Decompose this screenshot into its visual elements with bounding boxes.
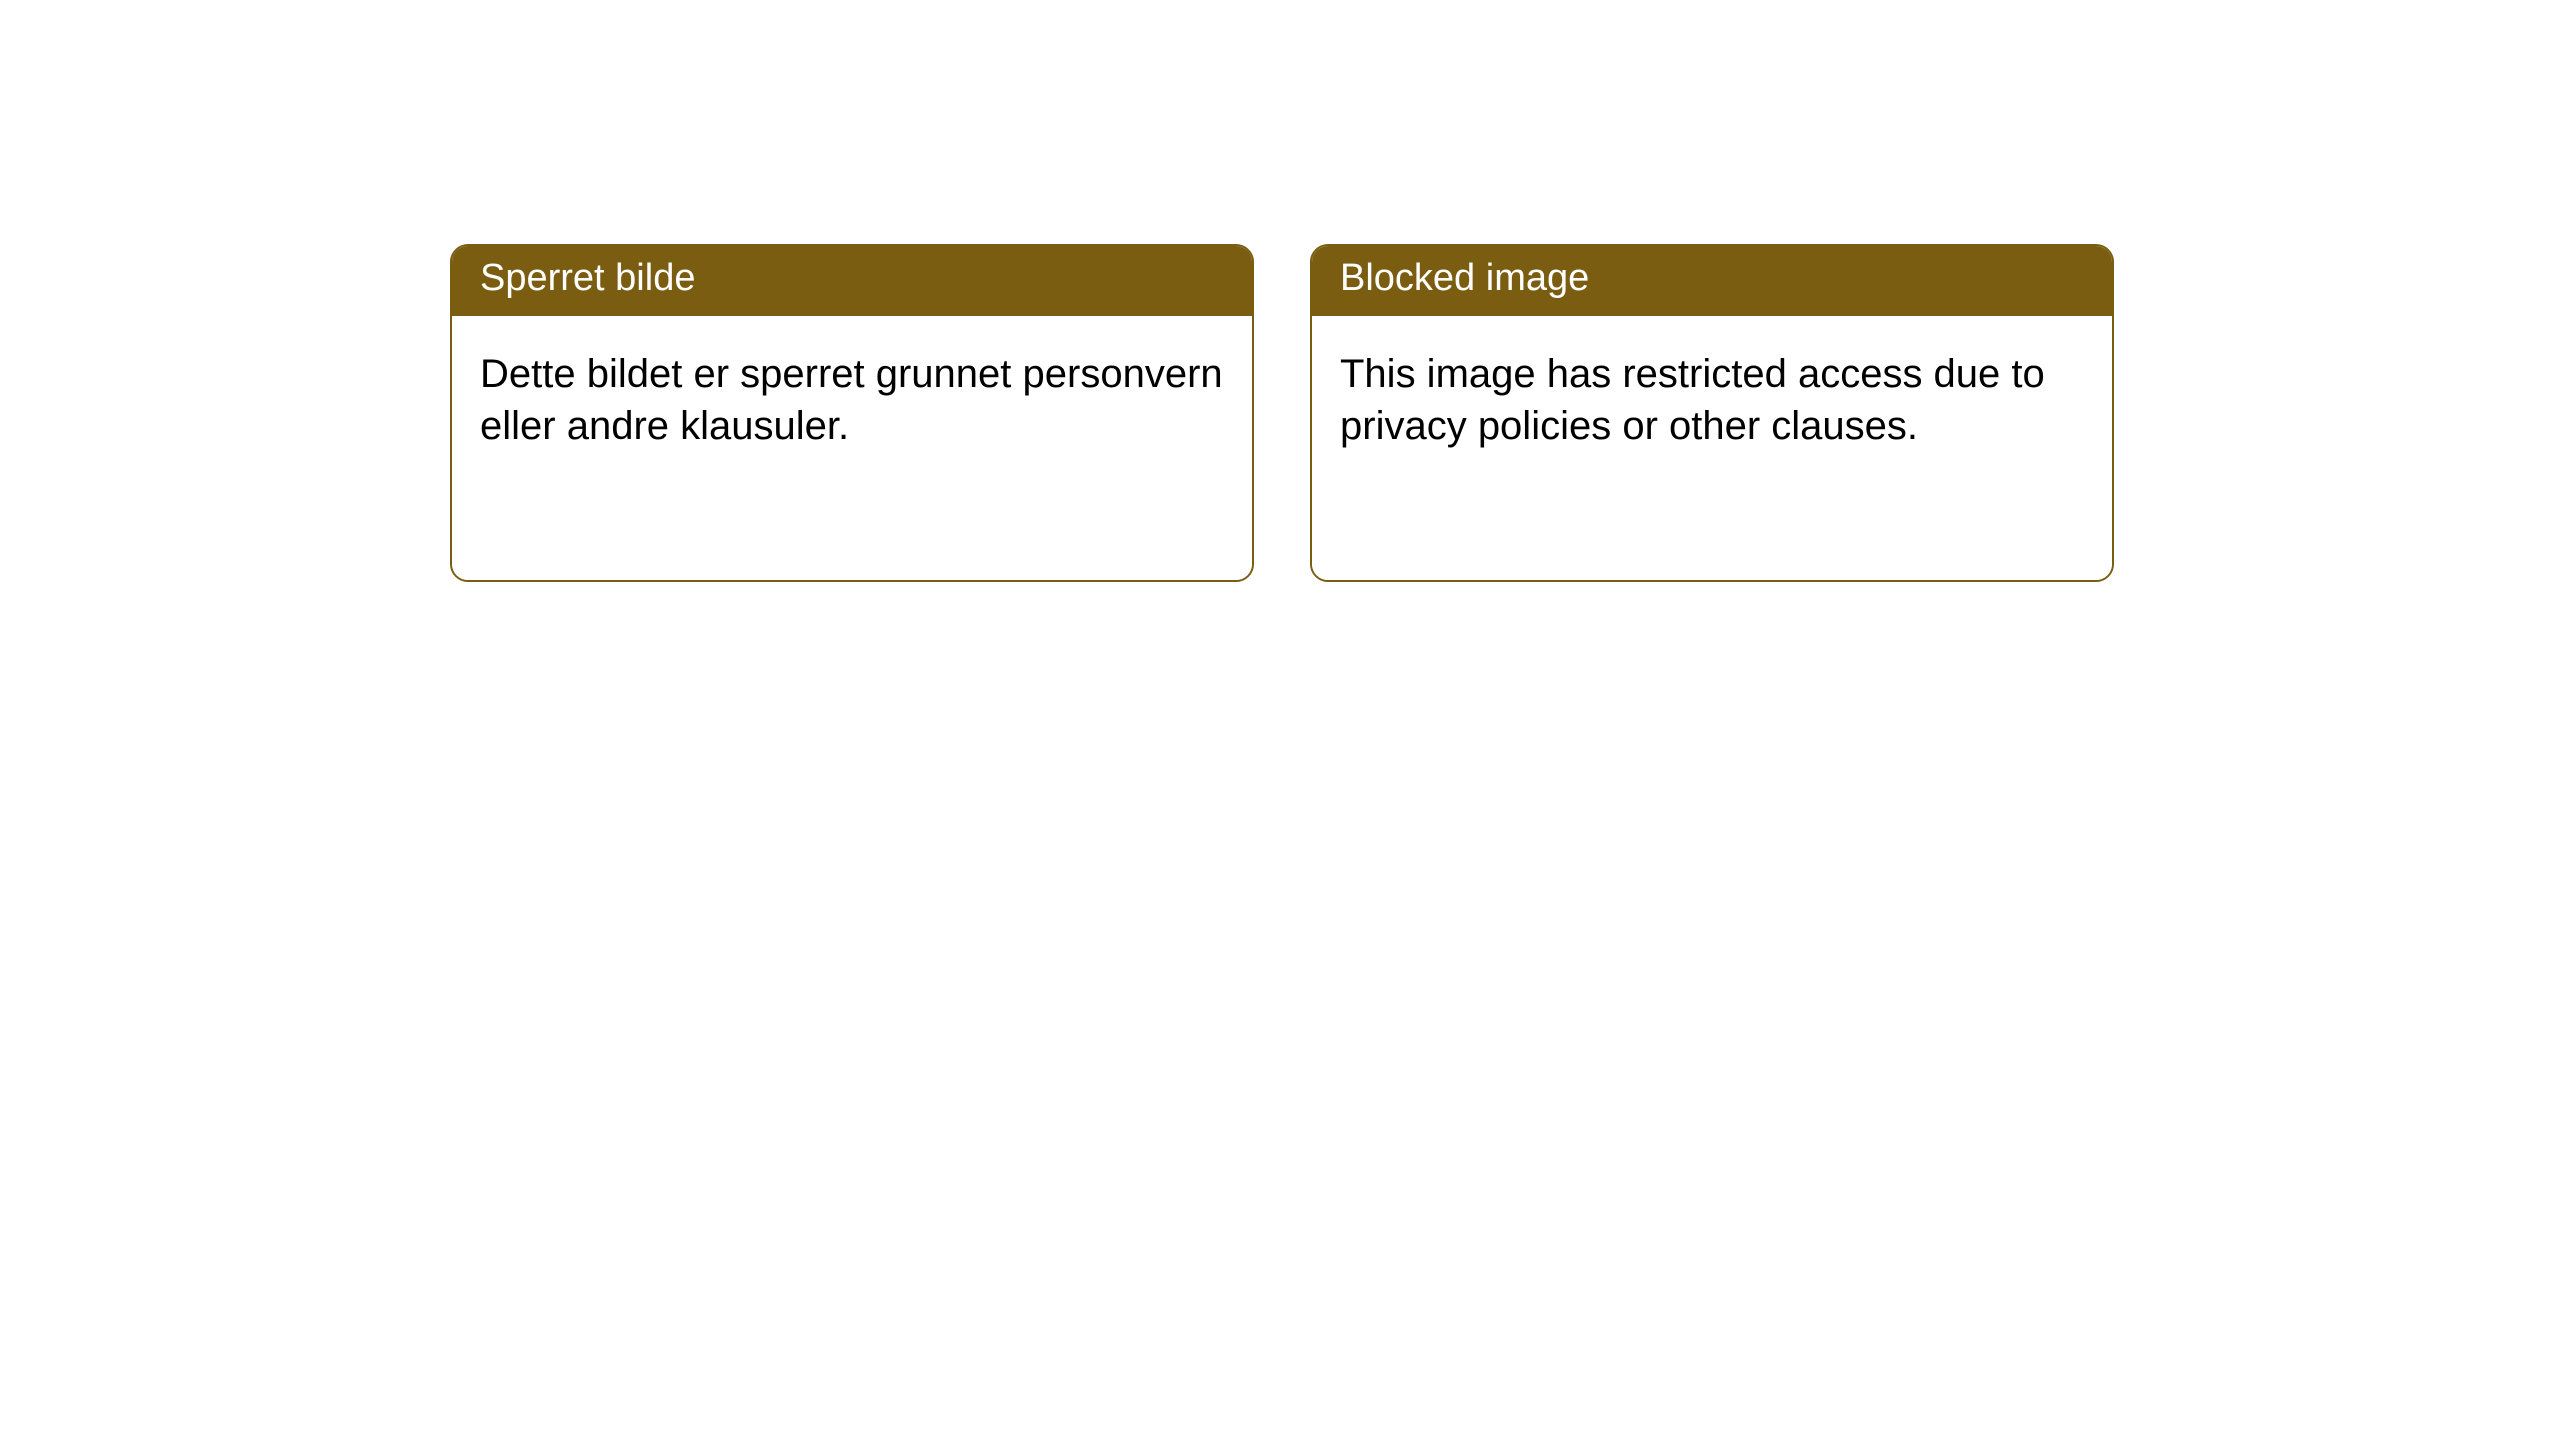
blocked-image-card-no: Sperret bilde Dette bildet er sperret gr… bbox=[450, 244, 1254, 582]
card-body-en: This image has restricted access due to … bbox=[1312, 316, 2112, 580]
blocked-image-card-en: Blocked image This image has restricted … bbox=[1310, 244, 2114, 582]
card-title-no: Sperret bilde bbox=[452, 246, 1252, 316]
card-title-en: Blocked image bbox=[1312, 246, 2112, 316]
card-body-no: Dette bildet er sperret grunnet personve… bbox=[452, 316, 1252, 580]
notice-container: Sperret bilde Dette bildet er sperret gr… bbox=[0, 0, 2560, 582]
